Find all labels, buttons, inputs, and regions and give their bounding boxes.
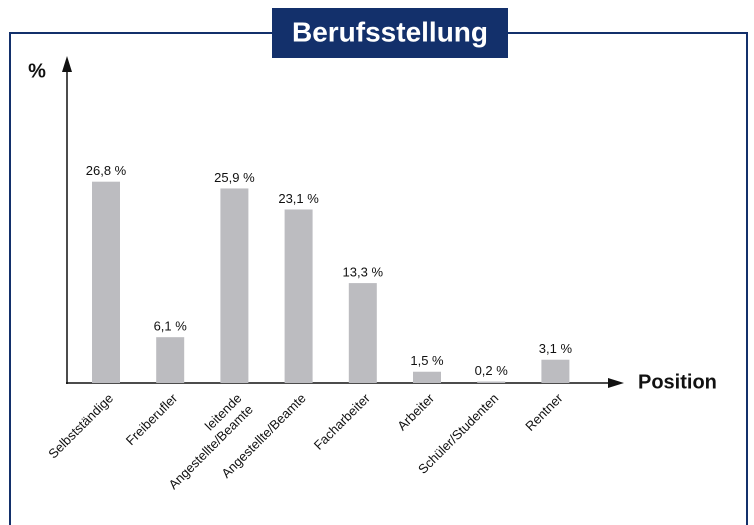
y-arrow [62, 56, 72, 72]
value-label: 23,1 % [278, 191, 319, 206]
bar [541, 359, 570, 383]
x-tick-label: Arbeiter [394, 390, 437, 433]
value-label: 0,2 % [475, 363, 509, 378]
frame-right [508, 32, 748, 525]
frame [9, 32, 748, 525]
bar [413, 371, 441, 383]
value-label: 13,3 % [343, 265, 384, 280]
value-label: 1,5 % [410, 353, 444, 368]
x-tick-label: Selbstständige [45, 391, 116, 462]
frame-left [9, 32, 272, 525]
chart-title: Berufsstellung [292, 16, 488, 47]
bar [156, 337, 185, 383]
title-box [272, 8, 508, 58]
bar [477, 381, 506, 383]
x-arrow [608, 378, 624, 388]
x-tick-label: Freiberufler [123, 390, 181, 448]
x-axis-label: Position [638, 371, 717, 393]
x-tick-label: Facharbeiter [311, 390, 374, 453]
value-label: 6,1 % [154, 319, 188, 334]
value-label: 25,9 % [214, 170, 255, 185]
bar [284, 209, 313, 383]
y-axis-label: % [28, 60, 46, 82]
value-label: 3,1 % [539, 341, 573, 356]
x-tick-label: Rentner [522, 390, 566, 434]
bar [220, 188, 249, 383]
value-label: 26,8 % [86, 163, 127, 178]
bar [348, 283, 377, 383]
bar [92, 181, 120, 383]
